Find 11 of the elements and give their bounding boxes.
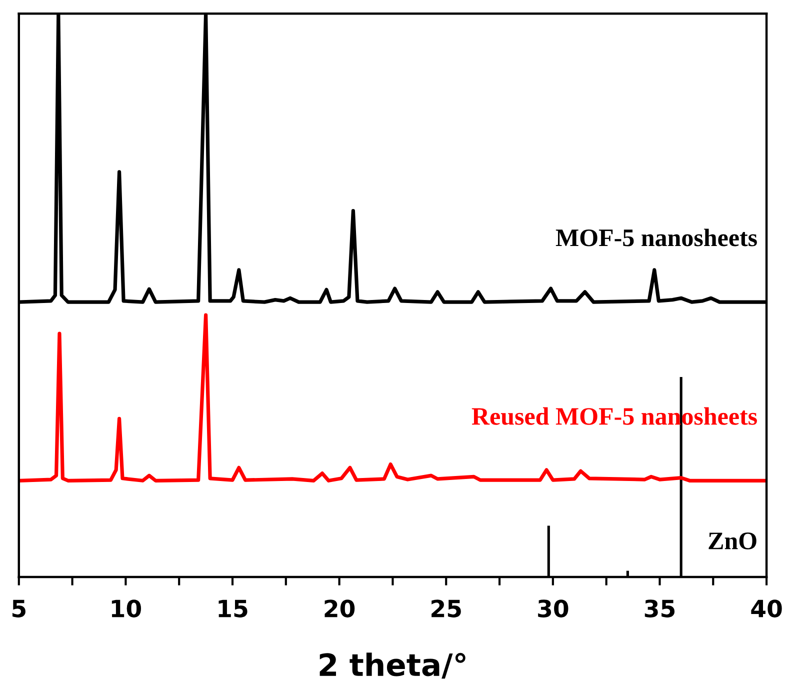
x-tick-label: 35 xyxy=(644,600,675,618)
x-tick-label: 15 xyxy=(218,600,248,618)
x-tick-label: 25 xyxy=(432,600,461,618)
x-axis-title: 2 theta/° xyxy=(320,652,466,679)
x-tick-label: 40 xyxy=(751,600,782,618)
x-tick-label: 10 xyxy=(112,600,141,618)
series-label: MOF-5 nanosheets xyxy=(556,228,757,246)
x-tick-label: 20 xyxy=(324,600,355,618)
x-tick-label: 5 xyxy=(12,600,26,618)
series-label: ZnO xyxy=(708,532,756,550)
x-tick-label: 30 xyxy=(538,600,568,618)
